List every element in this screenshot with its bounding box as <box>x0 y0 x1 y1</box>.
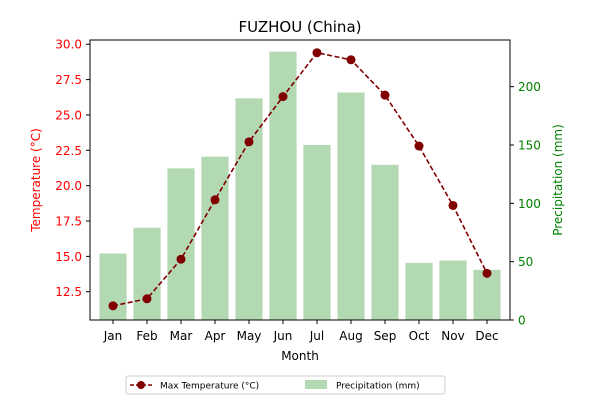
y-axis-right-label: Precipitation (mm) <box>551 124 565 236</box>
right-tick-label: 50 <box>518 255 533 269</box>
temperature-series-line <box>112 51 488 307</box>
right-tick-label: 150 <box>518 139 541 153</box>
legend-bar-swatch <box>305 380 327 389</box>
legend-label-precipitation: Precipitation (mm) <box>336 382 420 392</box>
left-tick-label: 30.0 <box>55 38 82 52</box>
left-tick-label: 20.0 <box>55 179 82 193</box>
x-axis-label: Month <box>281 349 319 363</box>
temperature-line <box>108 48 492 311</box>
legend: Max Temperature (°C) Precipitation (mm) <box>125 375 446 395</box>
axes: 12.5 15.0 17.5 20.0 22.5 25.0 27.5 30.0 0 50 100 15… <box>55 38 541 343</box>
temperature-point-nov <box>448 200 458 210</box>
chart-title: FUZHOU (China) <box>238 18 361 36</box>
precipitation-bar-sep <box>371 164 399 320</box>
precipitation-bar-dec <box>473 269 501 320</box>
temperature-point-jun <box>278 92 288 102</box>
precipitation-bar-oct <box>405 262 433 320</box>
x-tick-label-nov: Nov <box>441 329 464 343</box>
temperature-point-oct <box>414 141 424 151</box>
plot-frame <box>89 39 511 321</box>
x-tick-label-may: May <box>237 329 262 343</box>
x-tick-label-sep: Sep <box>374 329 397 343</box>
precipitation-bars <box>99 51 501 321</box>
temperature-point-may <box>244 137 254 147</box>
left-tick-label: 17.5 <box>55 215 82 229</box>
temperature-point-apr <box>210 195 220 205</box>
left-tick-label: 22.5 <box>55 144 82 158</box>
right-tick-label: 100 <box>518 197 541 211</box>
y-axis-left-label: Temperature (°C) <box>29 128 43 233</box>
precipitation-bar-feb <box>133 227 161 320</box>
left-tick-label: 25.0 <box>55 108 82 122</box>
x-tick-label-oct: Oct <box>409 329 430 343</box>
x-tick-label-jun: Jun <box>273 329 293 343</box>
x-tick-label-mar: Mar <box>170 329 193 343</box>
left-tick-label: 15.0 <box>55 250 82 264</box>
temperature-point-mar <box>176 254 186 264</box>
right-tick-label: 0 <box>518 314 526 328</box>
x-tick-label-jan: Jan <box>103 329 123 343</box>
temperature-point-dec <box>482 268 492 278</box>
temperature-point-feb <box>142 294 152 304</box>
x-tick-label-apr: Apr <box>205 329 226 343</box>
precipitation-bar-jul <box>303 145 331 320</box>
precipitation-bar-aug <box>337 92 365 320</box>
precipitation-bar-mar <box>167 168 195 320</box>
temperature-point-sep <box>380 90 390 100</box>
x-tick-label-aug: Aug <box>339 329 362 343</box>
precipitation-bar-jun <box>269 51 297 321</box>
temperature-point-jul <box>312 48 322 58</box>
legend-frame <box>125 375 446 395</box>
left-tick-label: 27.5 <box>55 73 82 87</box>
temperature-point-aug <box>346 55 356 65</box>
x-tick-label-jul: Jul <box>309 329 324 343</box>
precipitation-bar-nov <box>439 260 467 320</box>
right-tick-label: 200 <box>518 80 541 94</box>
legend-line-marker <box>137 381 145 389</box>
precipitation-bar-apr <box>201 156 229 320</box>
temperature-point-jan <box>108 301 118 311</box>
left-tick-label: 12.5 <box>55 285 82 299</box>
x-tick-label-feb: Feb <box>136 329 157 343</box>
legend-label-temperature: Max Temperature (°C) <box>160 382 259 392</box>
x-tick-label-dec: Dec <box>475 329 498 343</box>
precipitation-bar-may <box>235 98 263 320</box>
